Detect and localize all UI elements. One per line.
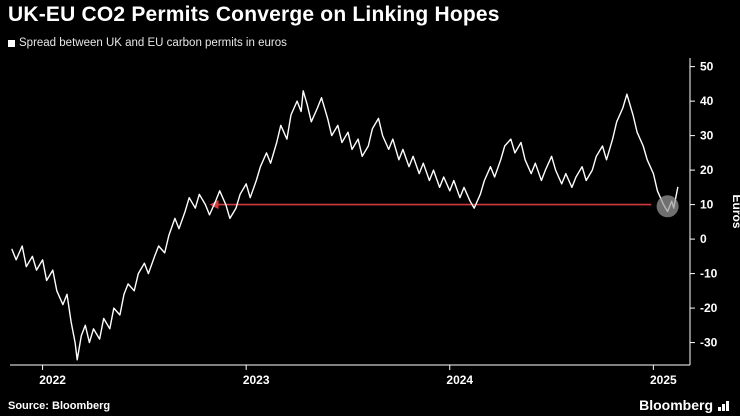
endpoint-highlight-circle <box>656 195 679 218</box>
y-axis-title: Euros <box>730 194 740 228</box>
legend-square-icon <box>8 39 15 47</box>
y-tick-label: -30 <box>700 336 718 350</box>
x-tick-label: 2023 <box>243 373 270 387</box>
x-tick-label: 2024 <box>446 373 473 387</box>
bloomberg-logo: Bloomberg <box>639 397 730 413</box>
legend: Spread between UK and EU carbon permits … <box>8 37 287 49</box>
bloomberg-logo-text: Bloomberg <box>639 397 713 413</box>
legend-label: Spread between UK and EU carbon permits … <box>19 37 287 49</box>
y-tick-label: 30 <box>700 129 714 143</box>
page-title: UK-EU CO2 Permits Converge on Linking Ho… <box>8 3 500 26</box>
x-tick-label: 2022 <box>39 373 66 387</box>
y-tick-label: -10 <box>700 267 718 281</box>
y-tick-label: 40 <box>700 94 714 108</box>
y-tick-label: 10 <box>700 198 714 212</box>
chart-bars-icon <box>718 400 729 411</box>
y-tick-label: 0 <box>700 232 707 246</box>
x-tick-label: 2025 <box>650 373 677 387</box>
y-tick-label: -20 <box>700 301 718 315</box>
spread-line <box>11 90 679 361</box>
y-tick-label: 20 <box>700 163 714 177</box>
source-label: Source: Bloomberg <box>8 400 111 412</box>
y-tick-label: 50 <box>700 60 714 74</box>
